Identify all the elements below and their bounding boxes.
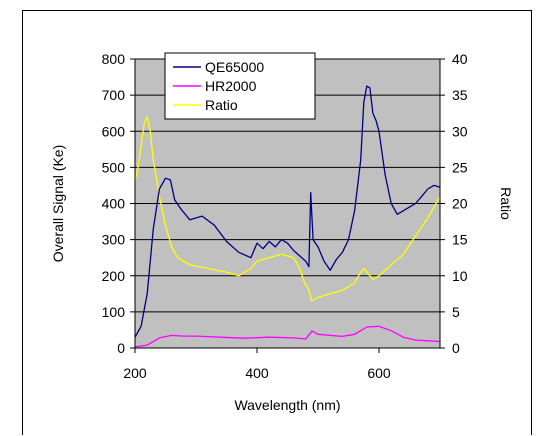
y2-axis-title: Ratio [498,187,514,220]
y2-tick-label-35: 35 [452,87,468,103]
y2-tick-label-10: 10 [452,268,468,284]
y-tick-label-500: 500 [102,159,126,175]
y-tick-label-700: 700 [102,87,126,103]
x-axis-title: Wavelength (nm) [234,397,340,413]
y-tick-label-0: 0 [117,340,125,356]
y-axis-title: Overall Signal (Ke) [50,145,66,263]
y2-tick-label-0: 0 [452,340,460,356]
y-tick-label-200: 200 [102,268,126,284]
y-tick-label-100: 100 [102,304,126,320]
chart-frame: 0 100 200 300 400 500 600 700 800 0 5 10 15 20 25 30 35 4… [22,10,532,435]
x-tick-label-400: 400 [245,365,269,381]
grid-layer [135,58,440,313]
x-tick-label-600: 600 [367,365,391,381]
series-layer [134,85,441,348]
y-tick-label-400: 400 [102,196,126,212]
y2-tick-label-25: 25 [452,159,468,175]
series-line-ratio [134,116,441,302]
y2-tick-label-5: 5 [452,304,460,320]
y-tick-label-300: 300 [102,232,126,248]
y-tick-label-600: 600 [102,123,126,139]
y-tick-label-800: 800 [102,51,126,67]
y2-tick-label-20: 20 [452,196,468,212]
series-line-hr2000 [134,325,441,348]
x-tick-label-200: 200 [123,365,147,381]
series-line-qe65000 [134,85,441,338]
legend-label-hr2000: HR2000 [205,78,257,94]
legend-label-ratio: Ratio [205,97,238,113]
axes-layer: 0 100 200 300 400 500 600 700 800 0 5 10 15 20 25 30 35 4… [102,51,468,381]
y2-tick-label-15: 15 [452,232,468,248]
y2-tick-label-40: 40 [452,51,468,67]
chart-svg: 0 100 200 300 400 500 600 700 800 0 5 10 15 20 25 30 35 4… [50,51,514,413]
legend: QE65000 HR2000 Ratio [164,52,316,120]
legend-label-qe65000: QE65000 [205,59,264,75]
y2-tick-label-30: 30 [452,123,468,139]
